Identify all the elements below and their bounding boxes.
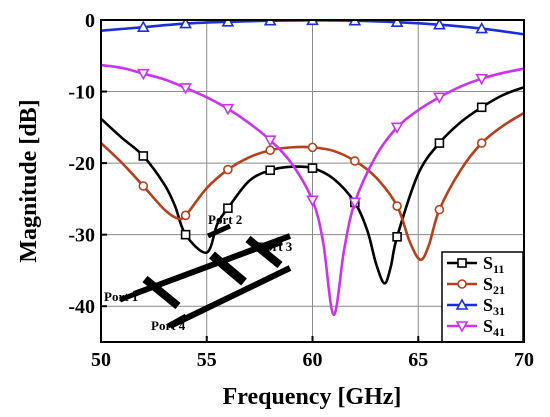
data-point-s21 bbox=[307, 142, 318, 153]
data-point-s11 bbox=[476, 102, 487, 113]
legend-marker bbox=[457, 279, 467, 289]
y-tick-label: -20 bbox=[68, 153, 95, 175]
legend-marker bbox=[455, 321, 469, 333]
data-point-s11 bbox=[138, 151, 149, 161]
legend-item-s11: S11 bbox=[447, 253, 504, 276]
data-point-s21 bbox=[265, 145, 276, 156]
data-point-s21 bbox=[349, 156, 360, 166]
data-point-s11 bbox=[392, 232, 402, 242]
data-point-s11 bbox=[223, 203, 233, 213]
legend-item-s41: S41 bbox=[447, 316, 505, 339]
data-point-s11 bbox=[265, 165, 276, 176]
legend-marker bbox=[457, 258, 467, 268]
series-s21 bbox=[101, 111, 524, 262]
data-point-s21 bbox=[223, 164, 233, 175]
plot-frame bbox=[100, 19, 525, 343]
data-point-s31 bbox=[136, 20, 150, 32]
data-point-s21 bbox=[180, 210, 191, 221]
legend-label-sub: 11 bbox=[493, 262, 504, 276]
series-layer bbox=[101, 20, 524, 317]
legend-label: S31 bbox=[483, 295, 505, 318]
legend-item-s21: S21 bbox=[447, 274, 505, 297]
y-tick-label: 0 bbox=[85, 10, 95, 32]
data-point-s31 bbox=[221, 20, 235, 27]
series-s41 bbox=[101, 63, 524, 317]
data-point-s21 bbox=[392, 201, 402, 211]
data-point-s31 bbox=[390, 20, 404, 27]
y-axis-title: Magnitude [dB] bbox=[16, 99, 42, 262]
port-1-label: Port 1 bbox=[104, 289, 138, 304]
port-2-label: Port 2 bbox=[208, 212, 242, 227]
legend-marker bbox=[455, 298, 469, 310]
y-tick-labels: 0 -10 -20 -30 -40 bbox=[68, 10, 95, 318]
x-axis-title: Frequency [GHz] bbox=[223, 384, 402, 410]
port-3-label: Port 3 bbox=[258, 239, 293, 254]
data-point-s31 bbox=[433, 20, 446, 30]
coupler-layout-icon bbox=[119, 223, 292, 329]
y-tick-label: -40 bbox=[68, 296, 95, 318]
y-tick-label: -10 bbox=[68, 82, 95, 104]
data-point-s41 bbox=[179, 83, 192, 95]
legend-label-base: S bbox=[483, 253, 493, 273]
data-point-s31 bbox=[306, 20, 319, 26]
data-point-s21 bbox=[434, 204, 445, 215]
legend-item-s31: S31 bbox=[447, 295, 505, 318]
legend-label: S11 bbox=[483, 253, 504, 276]
data-point-s41 bbox=[263, 135, 277, 147]
legend-label-base: S bbox=[483, 274, 493, 294]
data-point-s41 bbox=[136, 68, 150, 81]
x-tick-label: 70 bbox=[514, 349, 534, 371]
data-point-s31 bbox=[179, 20, 192, 29]
legend-label: S41 bbox=[483, 316, 505, 339]
data-point-s41 bbox=[348, 197, 362, 210]
data-point-s41 bbox=[475, 73, 489, 86]
x-tick-label: 55 bbox=[197, 349, 217, 371]
data-point-s11 bbox=[180, 229, 191, 240]
x-tick-label: 50 bbox=[91, 349, 111, 371]
data-point-s41 bbox=[221, 103, 235, 116]
legend-label-sub: 21 bbox=[493, 283, 505, 297]
legend-label-sub: 41 bbox=[493, 325, 505, 339]
legend-label-sub: 31 bbox=[493, 304, 505, 318]
data-point-s41 bbox=[306, 195, 319, 207]
legend-label: S21 bbox=[483, 274, 505, 297]
data-point-s21 bbox=[138, 181, 149, 191]
x-tick-label: 65 bbox=[408, 349, 428, 371]
data-point-s21 bbox=[476, 138, 487, 148]
y-tick-label: -30 bbox=[68, 225, 95, 247]
legend-label-base: S bbox=[483, 316, 493, 336]
x-tick-label: 60 bbox=[303, 349, 323, 371]
data-point-s41 bbox=[390, 122, 404, 134]
data-point-s41 bbox=[433, 92, 446, 104]
x-tick-labels: 50 55 60 65 70 bbox=[91, 349, 534, 371]
legend-label-base: S bbox=[483, 295, 493, 315]
port-4-label: Port 4 bbox=[151, 318, 186, 333]
data-point-s31 bbox=[475, 21, 489, 34]
data-point-s11 bbox=[307, 163, 318, 173]
data-point-s11 bbox=[434, 138, 445, 148]
